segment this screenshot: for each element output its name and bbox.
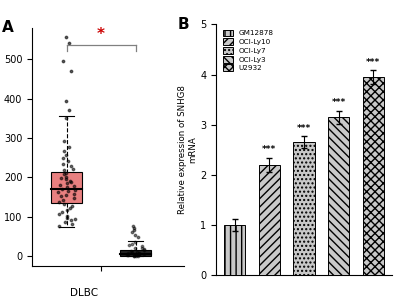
Point [125,252,132,257]
Point [72,216,78,221]
Point [55,190,61,195]
Point [66,108,72,113]
Point [63,214,70,218]
Point [71,196,77,200]
Point [68,180,74,185]
Point [128,248,134,253]
Point [71,192,78,196]
Point [131,253,137,258]
Bar [120,250,151,256]
Point [59,155,66,160]
Text: ***: *** [297,124,311,133]
Point [57,182,63,187]
Point [66,144,72,149]
Point [135,235,142,240]
Point [72,188,78,192]
Point [124,253,130,258]
Point [61,202,68,207]
Point [58,176,64,181]
Text: DLBC: DLBC [70,288,98,298]
Point [63,207,70,212]
Point [136,251,142,256]
Bar [224,225,246,275]
Point [68,164,74,169]
Point [69,203,75,208]
Point [139,246,145,251]
Point [66,41,72,46]
Point [66,206,73,211]
Point [61,168,67,173]
Bar [293,142,315,275]
Point [138,244,145,249]
Point [60,59,66,64]
Point [132,245,138,250]
Point [62,219,69,224]
Bar [51,172,82,203]
Text: ***: *** [366,58,380,67]
Point [135,253,141,258]
Point [56,211,62,216]
Point [63,116,69,121]
Point [65,189,72,194]
Point [70,166,76,171]
Point [66,178,73,183]
Point [59,210,66,215]
Point [141,251,147,256]
Bar [362,77,384,275]
Point [62,35,69,40]
Point [130,223,137,228]
Point [65,159,71,163]
Point [140,247,147,252]
Point [68,69,74,73]
Text: B: B [177,17,189,32]
Point [67,218,74,222]
Point [64,185,71,190]
Point [61,148,67,153]
Point [128,230,135,234]
Point [56,223,62,228]
Point [136,252,142,256]
Point [64,215,70,220]
Point [68,222,75,226]
Point [131,227,137,232]
Point [132,232,139,237]
Point [58,194,64,199]
Point [61,172,68,177]
Point [129,241,136,246]
Point [133,252,139,257]
Text: *: * [97,27,105,42]
Point [63,174,70,179]
Bar [259,165,280,275]
Point [60,161,66,166]
Point [64,181,70,186]
Point [60,198,66,203]
Point [131,254,138,259]
Point [62,152,69,157]
Bar [328,117,349,275]
Text: ***: *** [332,98,346,107]
Text: A: A [2,21,13,35]
Point [58,186,65,191]
Legend: GM12878, OCI-Ly10, OCI-Ly7, OCI-Ly3, U2932: GM12878, OCI-Ly10, OCI-Ly7, OCI-Ly3, U29… [221,28,275,73]
Y-axis label: Relative expression of SNHG8
mRNA: Relative expression of SNHG8 mRNA [178,85,197,215]
Point [136,252,142,257]
Point [63,177,69,182]
Point [130,226,137,230]
Point [71,184,77,188]
Point [132,240,138,244]
Point [124,250,131,255]
Point [141,248,147,252]
Point [61,139,68,144]
Text: ***: *** [262,145,276,155]
Point [134,249,140,254]
Point [129,250,136,255]
Point [63,170,69,175]
Point [62,98,69,103]
Point [126,243,132,248]
Point [62,193,69,198]
Point [133,253,139,258]
Point [56,200,62,204]
